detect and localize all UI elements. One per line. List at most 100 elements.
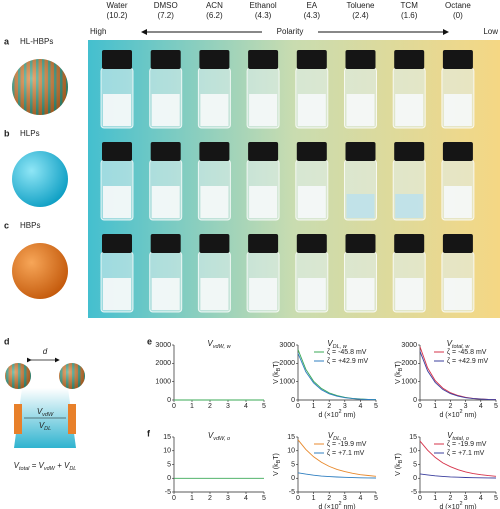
solvent-name: TCM (401, 1, 419, 10)
sphere-shade (59, 363, 85, 389)
x-axis-label-main: d (×10 (318, 504, 338, 509)
y-axis-label-main: V (k (395, 463, 402, 476)
x-axis-label: d (×102 nm) (318, 501, 355, 509)
equation-part: V (14, 461, 20, 470)
vial-liquid (249, 94, 278, 126)
y-tick-label: 5 (413, 461, 417, 468)
x-tick-label: 4 (358, 403, 362, 410)
vial-liquid (151, 94, 180, 126)
equation-sub: vdW (44, 466, 56, 472)
x-tick-label: 5 (262, 495, 266, 502)
x-tick-label: 1 (190, 403, 194, 410)
x-tick-label: 5 (374, 495, 378, 502)
vial-cap (248, 142, 279, 161)
y-tick-label: 1000 (279, 379, 295, 386)
legend-label: ζ = +42.9 mV (327, 358, 369, 365)
x-axis-label-post: nm) (342, 412, 356, 419)
x-tick-label: 2 (327, 403, 331, 410)
polarity-low: Low (483, 27, 498, 36)
equation-sub: total (19, 466, 30, 472)
vial-cap (296, 234, 327, 253)
x-tick-label: 0 (418, 403, 422, 410)
vial-cap (296, 50, 327, 69)
vdw-label: VvdW (37, 407, 54, 418)
x-axis-label-sup: 2 (338, 501, 341, 507)
solvent-polarity: (4.3) (255, 11, 272, 20)
y-tick-label: 2000 (155, 360, 171, 367)
vial-liquid (200, 186, 229, 218)
vial-cap (345, 50, 376, 69)
y-axis-label-post: T) (273, 453, 280, 460)
y-tick-label: 10 (409, 448, 417, 455)
vial-liquid (395, 278, 424, 310)
y-axis-label-sub: B (276, 459, 282, 463)
chart-title-main: V (208, 431, 214, 440)
row-label: HL-HBPs (20, 37, 53, 46)
equation-sub: DL (69, 466, 76, 472)
vial-liquid (103, 186, 131, 218)
vial-cap (394, 234, 425, 253)
vial-liquid (151, 186, 180, 218)
vial-liquid (297, 186, 326, 218)
chart-title: VDL, o (328, 431, 347, 442)
dl-label: VDL (39, 421, 51, 432)
x-tick-label: 0 (296, 403, 300, 410)
panel-letter: e (147, 336, 152, 346)
y-axis-label-post: T) (395, 361, 402, 368)
solvent-polarity: (0) (453, 11, 463, 20)
x-tick-label: 3 (226, 495, 230, 502)
y-axis-label-sub: B (276, 367, 282, 371)
y-axis-label-post: T) (395, 453, 402, 460)
vial-liquid (249, 186, 278, 218)
y-tick-label: 0 (413, 397, 417, 404)
solvent-name: Water (106, 1, 127, 10)
x-tick-label: 1 (433, 403, 437, 410)
vial-liquid (200, 278, 229, 310)
chart-title: Vtotal, w (447, 339, 471, 350)
chart-title-main: V (447, 339, 453, 348)
y-axis-label: V (kBT) (395, 361, 405, 384)
vial-cap (394, 142, 425, 161)
equation: Vtotal = VvdW + VDL (14, 461, 77, 472)
vial-cap (442, 142, 473, 161)
y-axis-label-main: V (k (273, 371, 280, 384)
vial-cap (102, 234, 132, 253)
x-tick-label: 4 (244, 495, 248, 502)
y-tick-label: 0 (413, 475, 417, 482)
y-tick-label: 3000 (155, 342, 171, 349)
legend-label: ζ = -45.8 mV (447, 349, 487, 356)
y-tick-label: 10 (163, 448, 171, 455)
series-line (419, 351, 497, 401)
vial-liquid (103, 278, 131, 310)
x-tick-label: 3 (464, 403, 468, 410)
polarity-high: High (90, 27, 106, 36)
x-tick-label: 2 (327, 495, 331, 502)
series-line (419, 473, 497, 479)
distance-label: d (43, 347, 48, 356)
x-axis-label-post: nm) (463, 504, 477, 509)
chart-title-main: V (328, 431, 334, 440)
vial-liquid (297, 94, 326, 126)
x-axis-label-main: d (×10 (318, 412, 338, 419)
chart-title: VvdW, w (207, 339, 231, 350)
solvent-polarity: (4.3) (304, 11, 321, 20)
panel-letter: a (4, 36, 10, 46)
vial-liquid (443, 278, 472, 310)
legend-label: ζ = -19.9 mV (327, 441, 367, 448)
x-tick-label: 5 (494, 495, 498, 502)
x-tick-label: 2 (208, 403, 212, 410)
y-tick-label: 1000 (401, 379, 417, 386)
series-line (297, 472, 377, 479)
vial-cap (442, 234, 473, 253)
y-tick-label: -5 (411, 489, 417, 496)
legend-label: ζ = +7.1 mV (327, 450, 365, 457)
solvent-name: ACN (206, 1, 223, 10)
x-tick-label: 1 (312, 495, 316, 502)
y-axis-label-main: V (k (395, 371, 402, 384)
x-tick-label: 4 (479, 403, 483, 410)
vial-cap (345, 234, 376, 253)
x-tick-label: 2 (208, 495, 212, 502)
y-axis-label: V (kBT) (395, 453, 405, 476)
x-tick-label: 1 (312, 403, 316, 410)
